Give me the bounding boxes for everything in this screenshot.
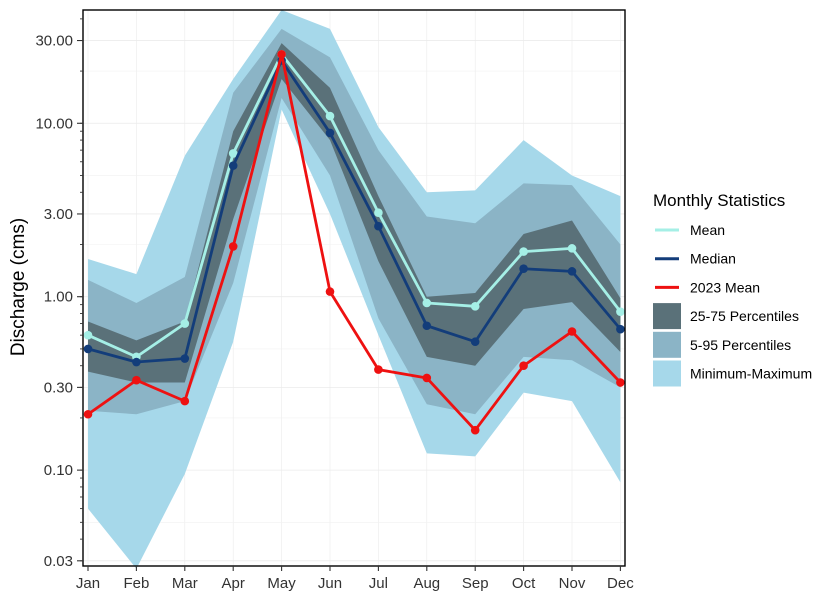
x-tick-label: May <box>267 575 296 592</box>
point-mean <box>567 244 577 253</box>
point-median <box>132 357 141 367</box>
legend-title: Monthly Statistics <box>653 191 785 210</box>
series-line-median <box>87 59 622 364</box>
x-tick-label: Aug <box>413 575 440 592</box>
x-tick-label: Jul <box>369 575 388 592</box>
point-mean <box>180 319 190 328</box>
legend-key-25-75-percentiles <box>653 303 681 330</box>
point-2023-mean <box>83 409 93 419</box>
y-tick-label: 0.10 <box>44 462 73 479</box>
y-tick-label: 3.00 <box>44 206 73 223</box>
legend-label-5-95-percentiles: 5-95 Percentiles <box>690 337 791 353</box>
point-mean <box>422 298 432 308</box>
point-2023-mean <box>132 375 141 385</box>
x-tick-label: Oct <box>512 575 536 592</box>
point-median <box>567 267 577 276</box>
point-median <box>325 128 335 138</box>
point-median <box>180 354 190 363</box>
percentile-bands <box>88 10 621 569</box>
x-tick-label: Apr <box>222 575 245 592</box>
y-tick-label: 1.00 <box>44 289 73 306</box>
point-mean <box>228 149 238 158</box>
series-line-mean <box>87 52 622 359</box>
point-2023-mean <box>374 365 383 374</box>
x-tick-label: Nov <box>559 575 586 592</box>
point-2023-mean <box>422 373 432 383</box>
y-tick-label: 10.00 <box>35 115 73 132</box>
y-axis-title: Discharge (cms) <box>8 218 29 356</box>
point-2023-mean <box>470 425 480 435</box>
point-2023-mean <box>228 242 238 251</box>
point-median <box>616 324 625 334</box>
legend-label-25-75-percentiles: 25-75 Percentiles <box>690 308 799 324</box>
point-2023-mean <box>616 378 625 387</box>
point-mean <box>616 307 625 316</box>
point-2023-mean <box>519 361 528 371</box>
series-lines <box>83 49 625 435</box>
y-tick-label: 30.00 <box>35 33 73 50</box>
point-mean <box>83 330 93 340</box>
legend-label-mean: Mean <box>690 222 725 238</box>
legend-key-5-95-percentiles <box>653 331 681 358</box>
y-tick-label: 0.30 <box>44 379 73 396</box>
point-mean <box>374 208 383 218</box>
x-tick-label: Jan <box>76 575 100 592</box>
x-tick-label: Mar <box>172 575 198 592</box>
point-median <box>519 264 528 274</box>
y-tick-label: 0.03 <box>44 553 73 570</box>
legend-label-2023-mean: 2023 Mean <box>690 279 760 295</box>
plot-border <box>82 9 626 567</box>
point-2023-mean <box>325 287 335 296</box>
legend-label-median: Median <box>690 251 736 267</box>
point-2023-mean <box>277 49 286 59</box>
x-tick-label: Jun <box>318 575 342 592</box>
point-median <box>374 221 383 231</box>
point-2023-mean <box>180 396 190 406</box>
point-median <box>228 161 238 170</box>
series-line-2023-mean <box>87 52 622 432</box>
x-tick-label: Dec <box>607 575 634 592</box>
point-median <box>422 321 432 331</box>
point-mean <box>519 247 528 256</box>
legend-key-minimum-maximum <box>653 360 681 387</box>
legend: Monthly Statistics Mean Median 2023 Mean 25-… <box>653 191 812 387</box>
point-mean <box>325 111 335 121</box>
point-median <box>83 344 93 354</box>
band-25-75-percentiles <box>88 43 621 383</box>
x-tick-label: Sep <box>462 575 489 592</box>
x-tick-label: Feb <box>123 575 149 592</box>
point-mean <box>470 302 480 311</box>
point-2023-mean <box>567 327 577 336</box>
point-median <box>470 337 480 347</box>
legend-label-minimum-maximum: Minimum-Maximum <box>690 366 812 382</box>
axes: 0.03 0.10 0.30 1.00 3.00 10.00 30.00 Jan Feb Mar A… <box>35 9 634 592</box>
